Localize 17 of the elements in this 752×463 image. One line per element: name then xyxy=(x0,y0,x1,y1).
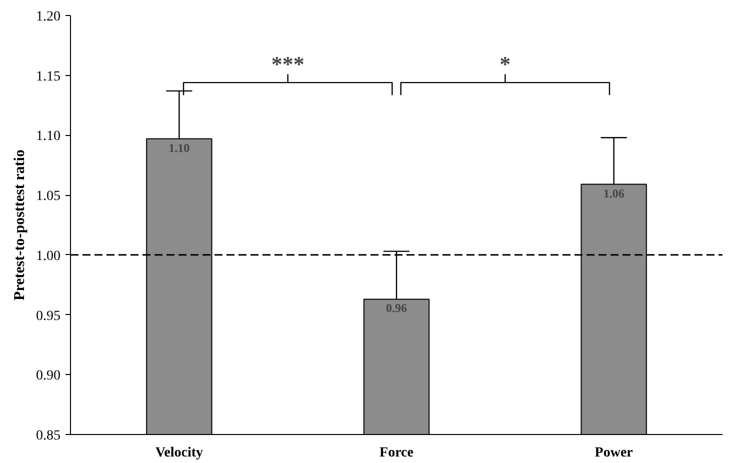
x-tick-label: Velocity xyxy=(155,446,204,460)
x-tick-label: Force xyxy=(380,446,414,460)
y-tick-label: 1.20 xyxy=(36,10,60,24)
annotation: *** xyxy=(271,51,304,76)
y-tick-label: 0.95 xyxy=(36,308,60,324)
y-tick-label: 1.10 xyxy=(36,129,60,144)
data-label: 1.10 xyxy=(168,140,190,155)
y-tick-label: 0.85 xyxy=(36,428,60,444)
annotation: * xyxy=(500,51,511,76)
data-label: 1.06 xyxy=(603,186,624,200)
x-tick-label: Power xyxy=(594,446,633,460)
y-tick-label: 1.05 xyxy=(36,189,60,204)
y-tick-label: 1.15 xyxy=(36,69,60,84)
data-label: 0.96 xyxy=(386,301,407,316)
y-tick-label: 1.00 xyxy=(36,248,60,264)
y-tick-label: 0.90 xyxy=(36,368,60,384)
y-axis-title: Pretest-to-posttest ratio xyxy=(12,150,28,300)
